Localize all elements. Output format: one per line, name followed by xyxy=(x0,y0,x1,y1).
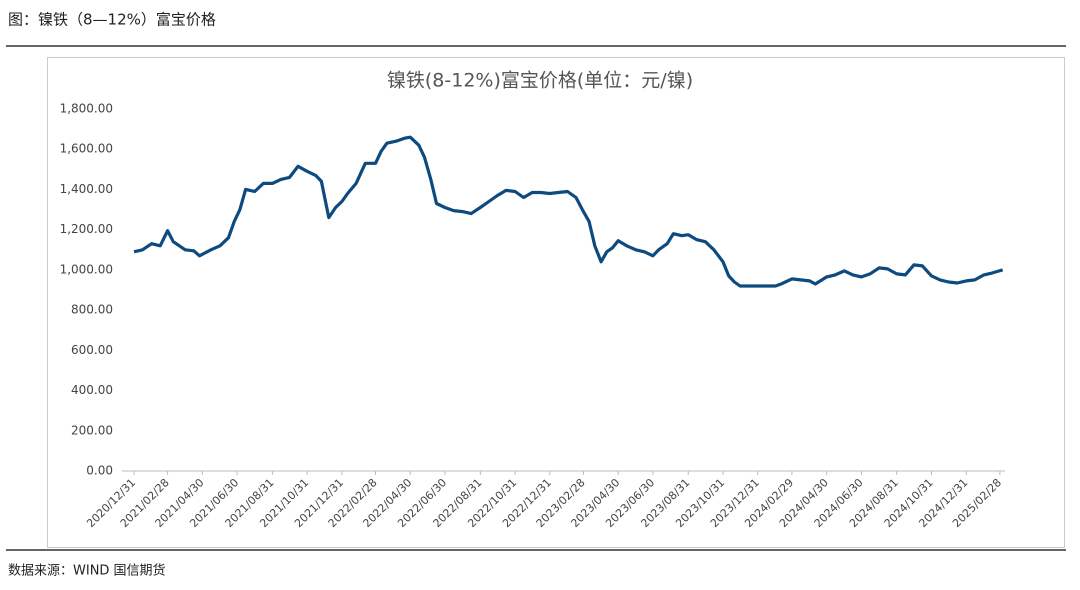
y-tick-label: 400.00 xyxy=(71,383,113,397)
y-tick-label: 1,000.00 xyxy=(60,262,113,276)
y-tick-label: 200.00 xyxy=(71,423,113,437)
y-tick-label: 1,600.00 xyxy=(60,142,113,156)
y-tick-label: 800.00 xyxy=(71,303,113,317)
chart-frame xyxy=(47,57,1065,548)
y-tick-label: 0.00 xyxy=(86,464,113,478)
y-tick-label: 600.00 xyxy=(71,343,113,357)
source-note: 数据来源：WIND 国信期货 xyxy=(8,563,166,579)
y-tick-label: 1,200.00 xyxy=(60,222,113,236)
y-tick-label: 1,800.00 xyxy=(60,102,113,116)
y-tick-label: 1,400.00 xyxy=(60,182,113,196)
series-line xyxy=(133,135,1004,288)
figure-title: 图：镍铁（8—12%）富宝价格 xyxy=(8,11,216,29)
chart-title: 镍铁(8-12%)富宝价格(单位：元/镍) xyxy=(387,70,693,92)
